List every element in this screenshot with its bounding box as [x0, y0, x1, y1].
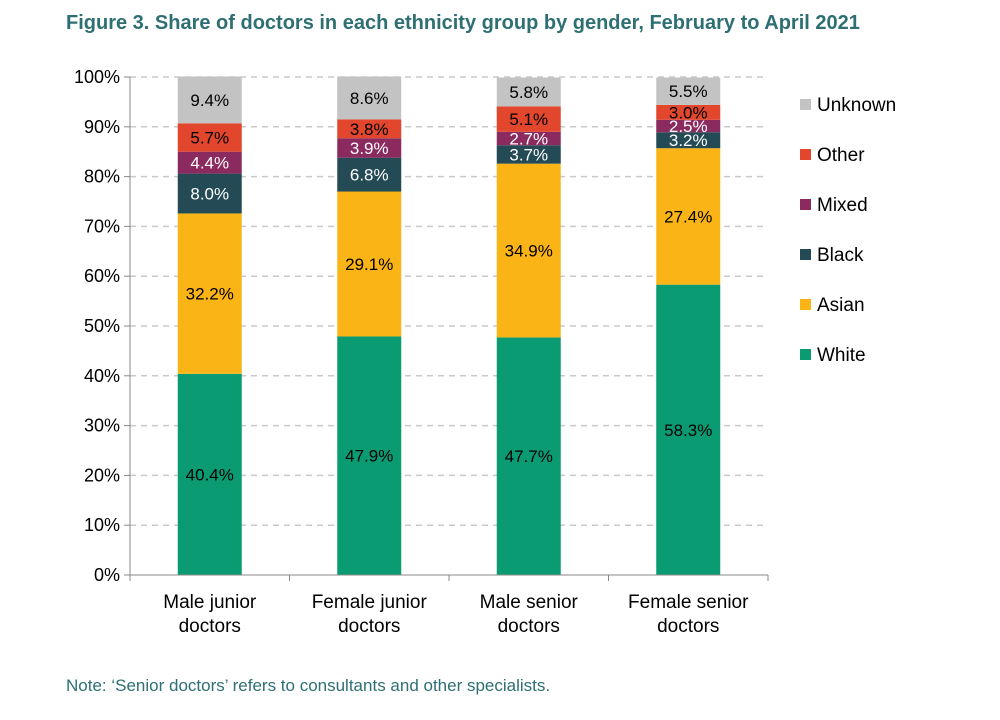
bar-segment-mixed [496, 131, 561, 146]
x-category-label: Female senior [628, 592, 749, 613]
data-label: 5.1% [509, 110, 548, 129]
data-label: 9.4% [190, 91, 229, 110]
data-label: 3.7% [509, 145, 548, 164]
data-label: 2.7% [509, 130, 548, 149]
legend-swatch [800, 299, 811, 310]
x-category-label: doctors [498, 616, 560, 637]
data-label: 27.4% [664, 207, 712, 226]
x-category-label: Male senior [480, 592, 579, 613]
chart-title: Figure 3. Share of doctors in each ethni… [66, 12, 860, 34]
bar-segment-asian [496, 163, 561, 338]
data-label: 2.5% [669, 117, 708, 136]
bar-segment-white [496, 337, 561, 575]
legend-swatch [800, 199, 811, 210]
y-tick-label: 90% [84, 117, 120, 137]
bar-segment-mixed [337, 138, 402, 158]
y-tick-label: 0% [94, 565, 120, 585]
data-label: 29.1% [345, 255, 393, 274]
bar-segment-black [496, 145, 561, 164]
bar-segment-other [656, 104, 721, 120]
data-label: 4.4% [190, 154, 229, 173]
bar-segment-unknown [177, 76, 242, 124]
bar-segment-mixed [656, 119, 721, 133]
data-label: 8.6% [350, 89, 389, 108]
x-category-label: doctors [657, 616, 719, 637]
data-label: 8.0% [190, 185, 229, 204]
y-tick-label: 80% [84, 167, 120, 187]
y-tick-label: 100% [74, 67, 120, 87]
y-tick-label: 50% [84, 316, 120, 336]
bar-segment-other [337, 119, 402, 139]
bar-segment-white [177, 373, 242, 575]
x-category-label: Female junior [312, 592, 428, 613]
legend-label: Asian [817, 295, 865, 316]
data-label: 40.4% [186, 465, 234, 484]
y-tick-label: 10% [84, 515, 120, 535]
bar-segment-black [177, 173, 242, 214]
y-tick-label: 40% [84, 366, 120, 386]
legend-label: Other [817, 145, 865, 166]
y-tick-label: 20% [84, 465, 120, 485]
bars [177, 76, 721, 575]
x-category-label: Male junior [163, 592, 257, 613]
data-label: 34.9% [505, 242, 553, 261]
legend-swatch [800, 249, 811, 260]
bar-segment-white [337, 336, 402, 575]
bar-segment-asian [177, 213, 242, 374]
bar-segment-unknown [496, 77, 561, 107]
y-tick-label: 60% [84, 266, 120, 286]
axes: 0% 10% 20% 30% 40% 50% 60% 70% 80% 90% 100% Male ju… [74, 67, 769, 637]
data-label: 3.2% [669, 131, 708, 150]
legend-swatch [800, 149, 811, 160]
footnote: Note: ‘Senior doctors’ refers to consult… [66, 676, 551, 695]
legend-swatch [800, 99, 811, 110]
bar-segment-unknown [337, 76, 402, 120]
bar-segment-other [177, 123, 242, 152]
legend-label: Mixed [817, 195, 868, 216]
bar-segment-black [337, 157, 402, 192]
y-tick-label: 30% [84, 416, 120, 436]
legend: Unknown Other Mixed Black Asian White [800, 95, 896, 366]
x-category-label: doctors [338, 616, 400, 637]
bar-segment-asian [656, 148, 721, 285]
data-label: 3.0% [669, 103, 708, 122]
legend-swatch [800, 349, 811, 360]
legend-label: Unknown [817, 95, 896, 116]
data-label: 5.8% [509, 83, 548, 102]
data-label: 5.5% [669, 82, 708, 101]
y-tick-label: 70% [84, 216, 120, 236]
data-label: 47.9% [345, 447, 393, 466]
bar-segment-other [496, 106, 561, 132]
data-label: 6.8% [350, 166, 389, 185]
data-labels: 40.4% 32.2% 8.0% 4.4% 5.7% 9.4% 47.9% 29.1% 6.8%… [186, 82, 713, 484]
bar-segment-mixed [177, 151, 242, 174]
bar-segment-black [656, 132, 721, 149]
bar-segment-asian [337, 191, 402, 337]
legend-label: White [817, 345, 866, 366]
bar-segment-unknown [656, 77, 721, 105]
x-category-label: doctors [179, 616, 241, 637]
data-label: 3.9% [350, 139, 389, 158]
bar-segment-white [656, 284, 721, 575]
data-label: 5.7% [190, 129, 229, 148]
data-label: 3.8% [350, 120, 389, 139]
data-label: 32.2% [186, 285, 234, 304]
data-label: 47.7% [505, 447, 553, 466]
legend-label: Black [817, 245, 864, 266]
data-label: 58.3% [664, 421, 712, 440]
